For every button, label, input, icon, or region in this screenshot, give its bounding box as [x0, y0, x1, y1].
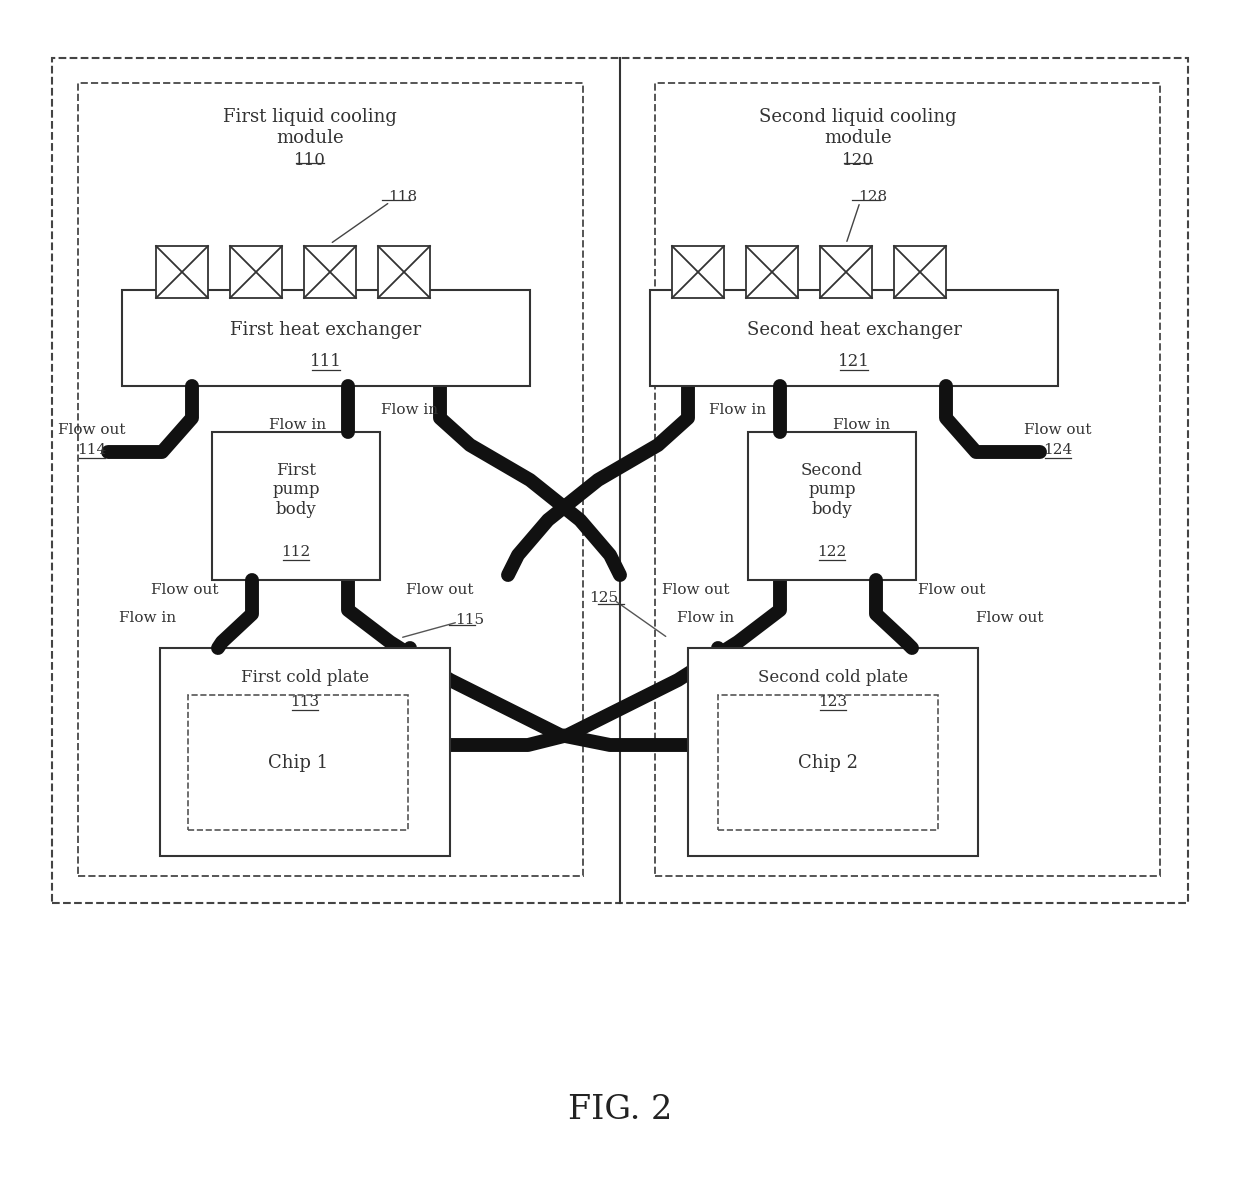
Text: Flow out: Flow out — [662, 583, 730, 597]
Text: Second liquid cooling
module: Second liquid cooling module — [759, 108, 957, 147]
Text: Flow in: Flow in — [677, 610, 734, 625]
Text: Flow out: Flow out — [151, 583, 218, 597]
Text: FIG. 2: FIG. 2 — [568, 1094, 672, 1126]
Polygon shape — [894, 246, 946, 299]
Polygon shape — [229, 246, 281, 299]
Text: Chip 2: Chip 2 — [799, 754, 858, 772]
Text: Chip 1: Chip 1 — [268, 754, 329, 772]
Text: Flow in: Flow in — [709, 403, 766, 417]
Text: Flow out: Flow out — [976, 610, 1044, 625]
Text: First heat exchanger: First heat exchanger — [231, 321, 422, 340]
Text: 121: 121 — [838, 354, 870, 371]
Text: 122: 122 — [817, 545, 847, 559]
Polygon shape — [746, 246, 799, 299]
Text: 123: 123 — [818, 695, 848, 709]
Text: Second cold plate: Second cold plate — [758, 669, 908, 686]
Text: Flow out: Flow out — [58, 423, 125, 437]
Text: 112: 112 — [281, 545, 311, 559]
Text: 128: 128 — [858, 190, 887, 203]
Text: 120: 120 — [842, 152, 874, 169]
Polygon shape — [122, 290, 529, 386]
Text: 110: 110 — [294, 152, 326, 169]
Polygon shape — [688, 648, 978, 856]
Text: First
pump
body: First pump body — [273, 462, 320, 518]
Text: 124: 124 — [1043, 443, 1073, 458]
Text: 113: 113 — [290, 695, 320, 709]
Text: 111: 111 — [310, 354, 342, 371]
Polygon shape — [160, 648, 450, 856]
Text: 115: 115 — [455, 613, 484, 627]
Text: Flow out: Flow out — [919, 583, 986, 597]
Text: Flow in: Flow in — [269, 418, 326, 432]
Text: 125: 125 — [589, 591, 618, 604]
Polygon shape — [378, 246, 430, 299]
Text: Flow out: Flow out — [1024, 423, 1091, 437]
Polygon shape — [650, 290, 1058, 386]
Polygon shape — [304, 246, 356, 299]
Text: First cold plate: First cold plate — [241, 669, 370, 686]
Polygon shape — [156, 246, 208, 299]
Text: Second heat exchanger: Second heat exchanger — [746, 321, 961, 340]
Text: Flow in: Flow in — [833, 418, 890, 432]
Polygon shape — [748, 432, 916, 580]
Text: 114: 114 — [77, 443, 107, 458]
Text: Flow in: Flow in — [119, 610, 176, 625]
Polygon shape — [672, 246, 724, 299]
Text: First liquid cooling
module: First liquid cooling module — [223, 108, 397, 147]
Polygon shape — [820, 246, 872, 299]
Polygon shape — [212, 432, 379, 580]
Text: 118: 118 — [388, 190, 417, 203]
Text: Flow in: Flow in — [382, 403, 439, 417]
Text: Flow out: Flow out — [407, 583, 474, 597]
Text: Second
pump
body: Second pump body — [801, 462, 863, 518]
